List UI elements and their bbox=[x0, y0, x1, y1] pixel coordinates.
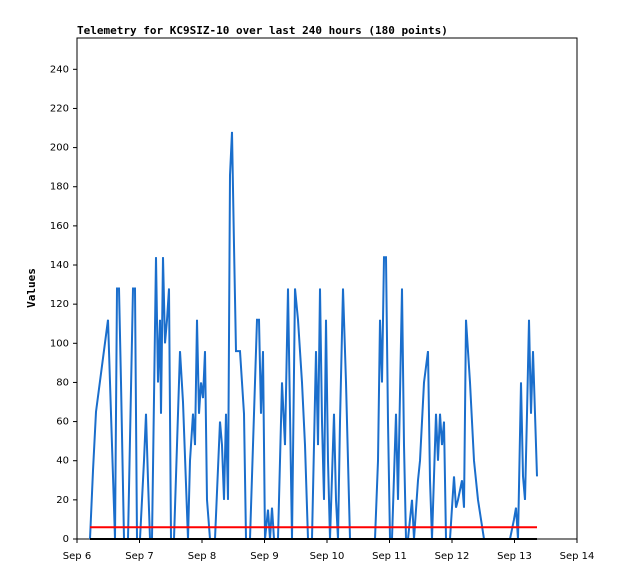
chart-title: Telemetry for KC9SIZ-10 over last 240 ho… bbox=[77, 24, 448, 37]
y-tick-label: 160 bbox=[50, 221, 69, 232]
x-tick-label: Sep 11 bbox=[372, 551, 407, 562]
y-tick-label: 40 bbox=[56, 456, 69, 467]
x-tick-label: Sep 14 bbox=[560, 551, 595, 562]
y-tick-label: 20 bbox=[56, 495, 69, 506]
y-tick-label: 60 bbox=[56, 417, 69, 428]
x-tick-label: Sep 7 bbox=[125, 551, 153, 562]
y-tick-label: 200 bbox=[50, 143, 69, 154]
x-tick-label: Sep 10 bbox=[310, 551, 345, 562]
x-tick-label: Sep 12 bbox=[435, 551, 470, 562]
y-tick-label: 0 bbox=[63, 534, 69, 545]
y-tick-label: 220 bbox=[50, 103, 69, 114]
x-tick-label: Sep 9 bbox=[250, 551, 278, 562]
x-tick-label: Sep 8 bbox=[188, 551, 216, 562]
y-tick-label: 180 bbox=[50, 182, 69, 193]
x-tick-label: Sep 13 bbox=[497, 551, 532, 562]
y-tick-label: 100 bbox=[50, 338, 69, 349]
y-tick-label: 80 bbox=[56, 377, 69, 388]
y-tick-label: 120 bbox=[50, 299, 69, 310]
y-axis-label: Values bbox=[25, 268, 38, 308]
plot-frame bbox=[76, 37, 578, 540]
x-tick-label: Sep 6 bbox=[63, 551, 91, 562]
y-tick-label: 140 bbox=[50, 260, 69, 271]
y-tick-label: 240 bbox=[50, 64, 69, 75]
